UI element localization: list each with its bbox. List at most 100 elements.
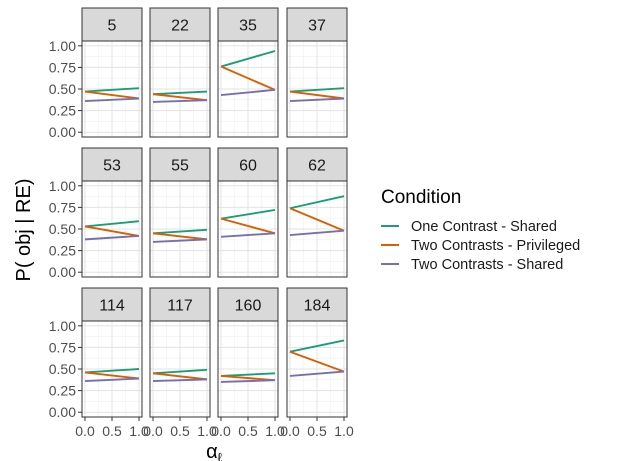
- facet-strip-label: 117: [167, 298, 193, 315]
- series-line-two-contrasts-shared: [220, 88, 276, 96]
- series-line-two-contrasts-shared: [152, 99, 208, 103]
- y-axis-title: P( obj | RE): [13, 179, 35, 282]
- series-line-two-contrasts-privileged: [220, 65, 276, 91]
- series-line-one-contrast-shared: [152, 228, 208, 235]
- y-tick-label: 1.00: [49, 318, 76, 334]
- series-line-two-contrasts-shared: [289, 370, 345, 377]
- series-line-two-contrasts-privileged: [152, 232, 208, 241]
- facet-strip: [286, 7, 348, 42]
- series-line-two-contrasts-shared: [289, 97, 345, 103]
- facet-panel-60: 60: [217, 147, 279, 278]
- facet-strip: [149, 147, 211, 182]
- legend-item-label: Two Contrasts - Privileged: [411, 238, 580, 254]
- x-tick-label: 0.5: [238, 423, 258, 439]
- series-line-two-contrasts-privileged: [152, 372, 208, 381]
- y-tick-label: 0.25: [49, 383, 76, 399]
- series-line-two-contrasts-privileged: [220, 217, 276, 235]
- series-line-one-contrast-shared: [84, 87, 140, 93]
- y-tick-label: 0.00: [49, 404, 76, 420]
- series-line-one-contrast-shared: [152, 90, 208, 96]
- series-line-two-contrasts-privileged: [289, 90, 345, 100]
- series-line-two-contrasts-privileged: [84, 90, 140, 100]
- y-tick-label: 1.00: [49, 38, 76, 54]
- series-line-two-contrasts-shared: [289, 229, 345, 236]
- panel-border: [286, 180, 348, 278]
- legend-item-two-contrasts-privileged: Two Contrasts - Privileged: [381, 238, 580, 254]
- facet-strip-label: 35: [239, 18, 257, 35]
- facet-panel-35: 35: [217, 7, 279, 138]
- x-tick-label: 1.0: [334, 423, 354, 439]
- series-line-two-contrasts-shared: [84, 97, 140, 103]
- series-line-two-contrasts-shared: [84, 234, 140, 241]
- y-tick-label: 0.50: [49, 361, 76, 377]
- series-line-one-contrast-shared: [220, 50, 276, 68]
- legend-item-one-contrast-shared: One Contrast - Shared: [381, 219, 557, 235]
- x-axis-title-subscript: ℓ: [218, 450, 223, 461]
- x-tick-label: 0.5: [307, 423, 327, 439]
- facet-strip-label: 114: [99, 298, 125, 315]
- facet-panel-53: 53 0.00 0.25 0.50 0.75 1.00: [49, 147, 143, 280]
- y-tick-label: 0.00: [49, 264, 76, 280]
- facet-strip-label: 5: [108, 18, 117, 35]
- panel-border: [217, 40, 279, 138]
- facet-panel-117: 117 0.0 0.5 1.0: [143, 287, 217, 439]
- facet-panel-114: 114 0.00 0.25 0.50 0.75 1.00 0.0 0.5 1.0: [49, 287, 149, 439]
- series-line-two-contrasts-privileged: [289, 207, 345, 232]
- series-line-two-contrasts-shared: [220, 232, 276, 238]
- facet-panel-184: 184 0.0 0.5 1.0: [280, 287, 354, 439]
- panel-border: [286, 40, 348, 138]
- x-axis-title: αℓ: [206, 441, 223, 461]
- x-tick-label: 0.0: [75, 423, 95, 439]
- panel-border: [217, 180, 279, 278]
- series-line-two-contrasts-privileged: [84, 225, 140, 237]
- facet-strip-label: 37: [308, 18, 326, 35]
- series-line-one-contrast-shared: [84, 220, 140, 228]
- y-tick-label: 0.00: [49, 124, 76, 140]
- legend-item-label: One Contrast - Shared: [411, 219, 557, 235]
- y-tick-label: 0.75: [49, 339, 76, 355]
- panel-border: [149, 180, 211, 278]
- y-tick-label: 0.75: [49, 199, 76, 215]
- facet-panel-55: 55: [149, 147, 211, 278]
- series-line-one-contrast-shared: [220, 372, 276, 377]
- y-tick-label: 0.50: [49, 221, 76, 237]
- facet-strip-label: 184: [304, 298, 331, 315]
- facet-strip: [81, 7, 143, 42]
- facet-strip: [81, 287, 143, 322]
- series-line-two-contrasts-privileged: [220, 374, 276, 382]
- series-line-two-contrasts-privileged: [289, 350, 345, 373]
- series-line-one-contrast-shared: [220, 209, 276, 220]
- facet-strip: [149, 7, 211, 42]
- axis-labels: P( obj | RE) αℓ: [13, 179, 223, 461]
- x-tick-label: 0.0: [211, 423, 231, 439]
- y-tick-label: 0.75: [49, 59, 76, 75]
- series-line-two-contrasts-privileged: [152, 93, 208, 102]
- facet-strip-label: 22: [171, 18, 189, 35]
- x-tick-label: 1.0: [265, 423, 285, 439]
- x-axis-title-main: α: [206, 441, 218, 461]
- facet-strip: [217, 7, 279, 42]
- series-line-two-contrasts-shared: [84, 377, 140, 383]
- facet-strip: [217, 287, 279, 322]
- x-tick-label: 1.0: [129, 423, 149, 439]
- series-line-one-contrast-shared: [152, 368, 208, 375]
- facet-strip-label: 62: [308, 158, 326, 175]
- series-line-two-contrasts-privileged: [84, 371, 140, 380]
- y-tick-label: 0.25: [49, 103, 76, 119]
- x-tick-label: 0.0: [280, 423, 300, 439]
- legend-item-label: Two Contrasts - Shared: [411, 257, 563, 273]
- facet-panel-62: 62: [286, 147, 348, 278]
- series-line-two-contrasts-shared: [152, 378, 208, 383]
- x-tick-label: 0.0: [143, 423, 163, 439]
- facet-panel-160: 160 0.0 0.5 1.0: [211, 287, 285, 439]
- facet-strip-label: 160: [235, 298, 262, 315]
- facet-strip-label: 60: [239, 158, 257, 175]
- legend: Condition One Contrast - Shared Two Contr…: [381, 187, 580, 273]
- panel-border: [149, 40, 211, 138]
- legend-title: Condition: [381, 187, 461, 208]
- y-tick-label: 0.25: [49, 243, 76, 259]
- legend-item-two-contrasts-shared: Two Contrasts - Shared: [381, 257, 563, 273]
- series-line-one-contrast-shared: [289, 339, 345, 353]
- facet-panel-22: 22: [149, 7, 211, 138]
